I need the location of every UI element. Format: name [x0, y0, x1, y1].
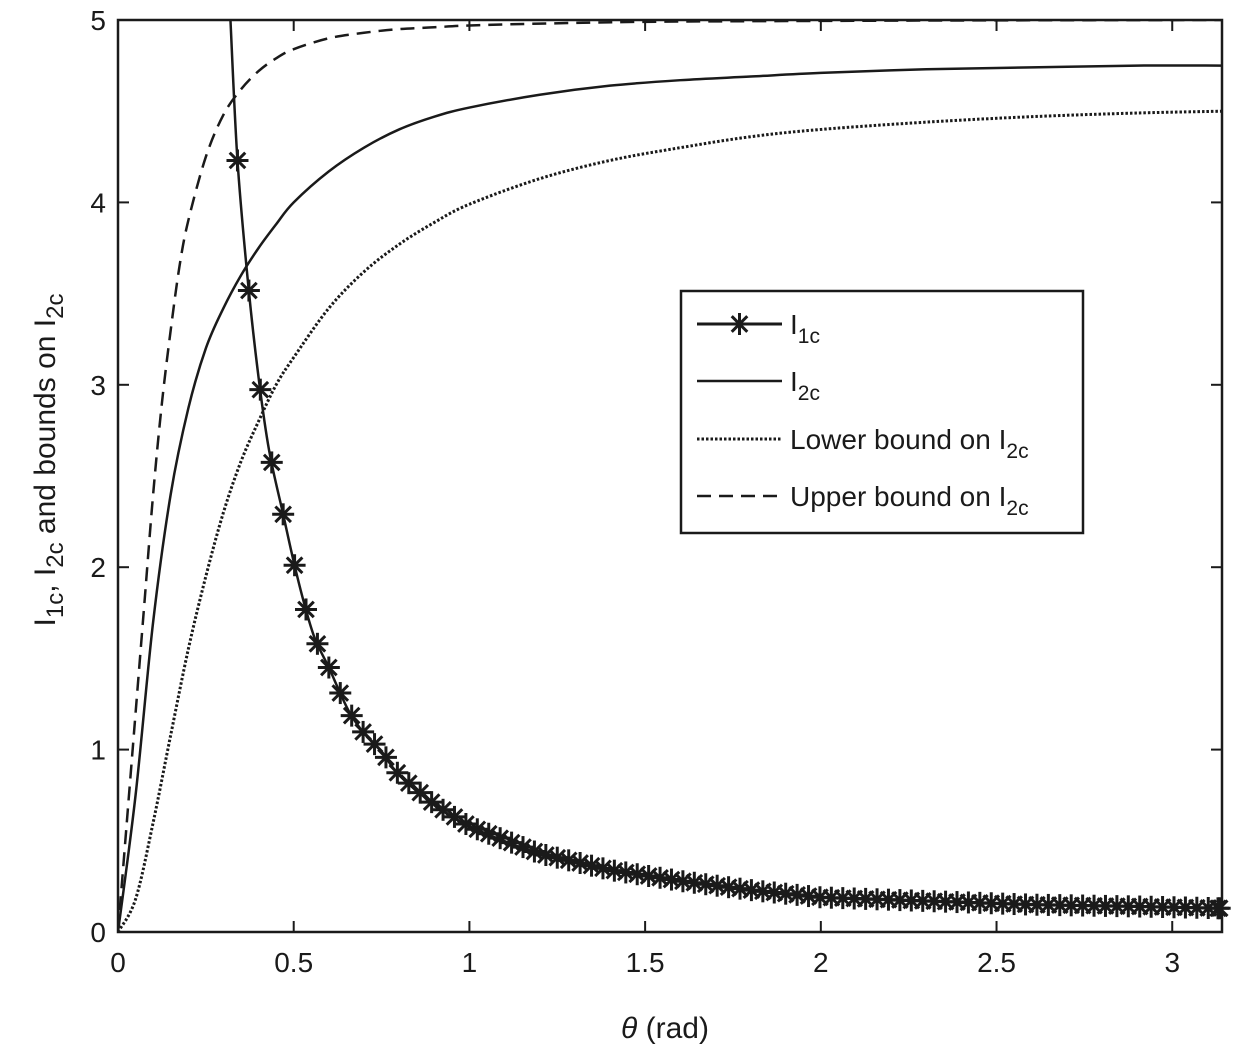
x-tick-label: 0.5 — [274, 947, 313, 978]
y-label-sub2: 2c — [42, 542, 69, 567]
y-tick-label: 4 — [90, 187, 106, 218]
x-tick-label: 0 — [110, 947, 126, 978]
y-label-part1: I — [29, 618, 62, 626]
asterisk-marker — [260, 451, 283, 474]
x-tick-label: 2.5 — [977, 947, 1016, 978]
asterisk-marker — [397, 772, 420, 795]
series-line-1 — [118, 64, 1222, 932]
x-axis-label: θ (rad) — [621, 1012, 709, 1045]
y-tick-label: 2 — [90, 552, 106, 583]
y-tick-label: 1 — [90, 735, 106, 766]
legend-asterisk-marker — [728, 313, 751, 335]
y-label-part2: I — [29, 568, 62, 576]
asterisk-marker — [295, 598, 318, 621]
x-axis-unit: (rad) — [646, 1012, 709, 1045]
y-label-part3: and bounds on I — [29, 319, 62, 543]
legend-label-upper-bound: Upper bound on I2c — [790, 481, 1029, 520]
legend-label-lower-bound: Lower bound on I2c — [790, 424, 1029, 463]
x-tick-label: 2 — [813, 947, 829, 978]
y-label-sub1: 1c — [42, 593, 69, 618]
asterisk-marker — [443, 805, 466, 828]
asterisk-marker — [340, 704, 363, 727]
asterisk-marker — [432, 798, 455, 821]
y-label-sub3: 2c — [42, 294, 69, 319]
asterisk-marker — [249, 378, 272, 401]
y-tick-label: 3 — [90, 370, 106, 401]
y-label-sep: , — [29, 576, 62, 593]
plot-frame — [116, 18, 1224, 934]
asterisk-marker — [728, 313, 751, 335]
legend-i1c-main: I — [790, 309, 798, 340]
legend-i2c-main: I — [790, 366, 798, 397]
y-tick-label: 5 — [90, 5, 106, 36]
marker-layer — [226, 149, 1231, 920]
asterisk-marker — [317, 656, 340, 679]
series-line-3 — [118, 20, 1222, 932]
legend-i1c-sub: 1c — [798, 325, 820, 348]
ticks-layer: 0 0.5 1 1.5 2 2.5 3 0 1 2 3 4 5 — [90, 5, 1222, 978]
legend-i2c-sub: 2c — [798, 382, 820, 405]
legend-label-i1c: I1c — [790, 309, 820, 348]
x-axis-symbol: θ — [621, 1012, 638, 1045]
asterisk-marker — [272, 503, 295, 526]
y-axis-label: I1c, I2c and bounds on I2c — [29, 294, 69, 627]
asterisk-marker — [226, 149, 249, 172]
x-tick-label: 1.5 — [626, 947, 665, 978]
asterisk-marker — [523, 840, 546, 863]
legend-lower-sub: 2c — [1006, 440, 1028, 463]
legend-upper-sub: 2c — [1006, 497, 1028, 520]
asterisk-marker — [283, 554, 306, 577]
asterisk-marker — [420, 791, 443, 814]
x-tick-label: 1 — [462, 947, 478, 978]
x-tick-label: 3 — [1164, 947, 1180, 978]
legend-upper-main: Upper bound on I — [790, 481, 1006, 512]
y-tick-label: 0 — [90, 917, 106, 948]
legend-box — [679, 289, 1085, 535]
asterisk-marker — [329, 682, 352, 705]
asterisk-marker — [1207, 897, 1229, 920]
asterisk-marker — [374, 746, 397, 769]
legend-lower-main: Lower bound on I — [790, 424, 1006, 455]
legend-label-i2c: I2c — [790, 366, 820, 405]
asterisk-marker — [237, 279, 260, 302]
asterisk-marker — [306, 632, 329, 655]
legend: I1c I2c Lower bound on I2c Upper bound o… — [679, 289, 1085, 535]
